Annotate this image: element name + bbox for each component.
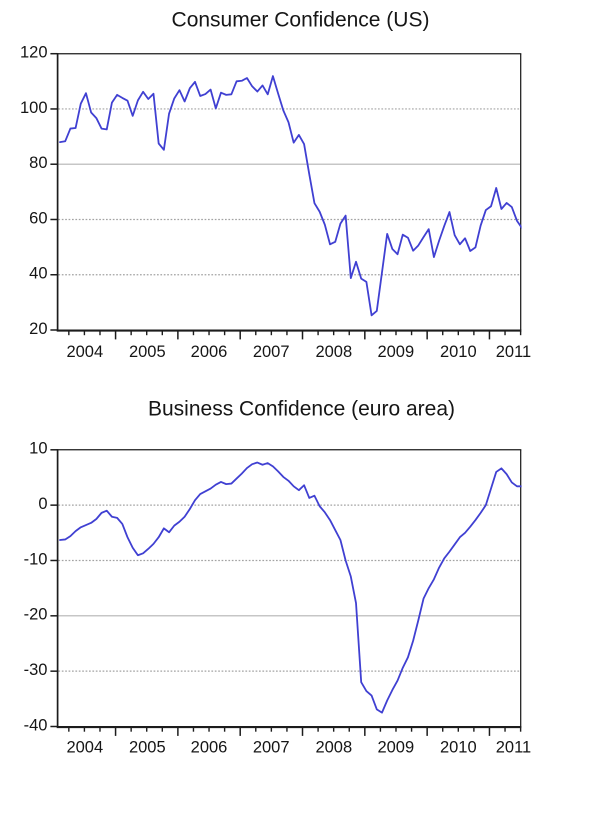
svg-text:-20: -20 [24, 606, 48, 624]
svg-text:60: 60 [29, 209, 47, 227]
svg-text:20: 20 [29, 320, 47, 338]
svg-text:2007: 2007 [253, 738, 290, 756]
svg-text:2006: 2006 [191, 738, 228, 756]
svg-text:2005: 2005 [129, 343, 166, 361]
svg-text:-10: -10 [24, 550, 48, 568]
svg-text:2009: 2009 [377, 343, 414, 361]
svg-text:80: 80 [29, 154, 47, 172]
svg-text:2006: 2006 [191, 343, 228, 361]
svg-text:120: 120 [20, 44, 48, 62]
svg-text:Business Confidence (euro area: Business Confidence (euro area) [148, 398, 455, 421]
svg-text:2008: 2008 [315, 738, 352, 756]
svg-text:2004: 2004 [66, 738, 103, 756]
svg-text:2005: 2005 [129, 738, 166, 756]
svg-text:-30: -30 [24, 661, 48, 679]
svg-text:40: 40 [29, 265, 47, 283]
svg-text:2008: 2008 [315, 343, 352, 361]
svg-text:2009: 2009 [377, 738, 414, 756]
svg-text:2011: 2011 [496, 343, 531, 361]
svg-text:2010: 2010 [440, 343, 477, 361]
svg-text:10: 10 [29, 440, 47, 458]
svg-text:0: 0 [38, 495, 47, 513]
svg-text:2011: 2011 [496, 738, 531, 756]
svg-text:100: 100 [20, 99, 48, 117]
svg-text:2010: 2010 [440, 738, 477, 756]
svg-text:2007: 2007 [253, 343, 290, 361]
svg-text:-40: -40 [24, 716, 48, 734]
svg-text:Consumer Confidence (US): Consumer Confidence (US) [172, 9, 430, 32]
svg-text:2004: 2004 [66, 343, 103, 361]
